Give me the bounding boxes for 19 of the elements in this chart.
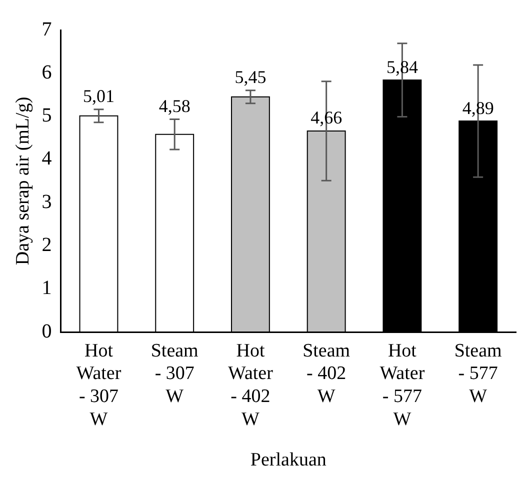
- y-tick-label: 3: [42, 190, 52, 213]
- y-tick-label: 2: [42, 234, 52, 256]
- x-tick-label: Steam - 307 W: [150, 340, 199, 407]
- x-tick-label: Hot Water - 402 W: [228, 340, 274, 430]
- y-tick-label: 6: [42, 61, 52, 84]
- data-label: 5,01: [82, 86, 114, 106]
- x-tick-label: Steam - 577 W: [454, 340, 502, 407]
- data-label: 5,45: [234, 67, 266, 88]
- y-axis-title: Daya serap air (mL/g): [12, 96, 34, 266]
- x-axis-title: Perlakuan: [250, 450, 327, 471]
- y-tick-label: 4: [42, 148, 52, 170]
- x-tick-label: Steam - 402 W: [302, 340, 350, 407]
- y-tick-label: 5: [42, 104, 52, 127]
- x-tick-label: Hot Water - 577 W: [380, 340, 426, 430]
- y-tick-label: 1: [42, 277, 52, 300]
- y-tick-label: 0: [42, 320, 52, 342]
- y-tick-label: 7: [42, 18, 52, 40]
- data-label: 4,58: [158, 96, 190, 116]
- x-tick-label: Hot Water - 307 W: [76, 340, 122, 430]
